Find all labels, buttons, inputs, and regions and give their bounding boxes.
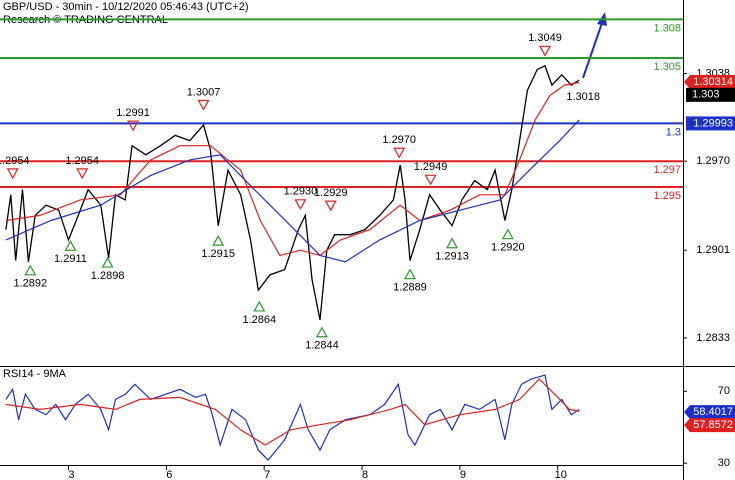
x-tick-label: 3: [68, 469, 74, 480]
series-line: [5, 64, 580, 321]
pivot-label: 1.2949: [414, 161, 448, 173]
level-label: 1.308: [653, 22, 681, 34]
y-tick-label: 1.2833: [696, 332, 730, 344]
pivot-label: 1.2864: [242, 314, 276, 326]
bid-box: [684, 75, 735, 90]
pivot-label: 1.2930: [284, 186, 318, 198]
bid-label: 1.30314: [693, 76, 733, 88]
pivot-high-marker: [324, 200, 337, 212]
pivot-label: 1.2892: [14, 278, 48, 290]
pivot-high-marker: [294, 199, 307, 211]
projection-arrow: [582, 19, 604, 79]
pivot-label: 1.2911: [54, 253, 87, 265]
x-tick-label: 8: [362, 469, 368, 480]
rsi-value-box: [684, 405, 735, 420]
ma-label: 1.3018: [566, 91, 600, 103]
x-tick-label: 6: [166, 469, 172, 480]
pivot-low-marker: [253, 300, 266, 312]
pivot-label: 1.3049: [528, 32, 562, 44]
pivot-label: 1.2915: [201, 248, 235, 260]
pivot-low-marker: [403, 268, 417, 280]
rsi-value-box: [684, 418, 735, 433]
y-tick-label: 30: [718, 457, 730, 469]
pivot-label: 1.2920: [491, 242, 525, 254]
rsi-value-label: 58.4017: [693, 406, 733, 418]
y-tick-label: 1.2901: [696, 244, 730, 256]
rsi-title: RSI14 - 9MA: [3, 368, 67, 380]
x-tick-label: 10: [555, 469, 567, 480]
pivot-label: 1.2954: [0, 155, 30, 167]
pivot-label: 1.2970: [382, 134, 416, 146]
last-label: 1.303: [692, 89, 720, 101]
series-line: [5, 374, 580, 461]
pivot-high-marker: [393, 147, 406, 159]
pivot-low-marker: [315, 326, 328, 338]
rsi-value-label: 57.8572: [693, 419, 733, 431]
pivot-label: 1.3007: [187, 86, 221, 98]
pivot-high-marker: [127, 120, 140, 132]
y-tick-label: 70: [718, 385, 730, 397]
last-box: [686, 87, 735, 102]
pivot-label: 1.2913: [435, 251, 469, 263]
pivot-high-marker: [6, 168, 19, 180]
pivot-low-marker: [446, 237, 459, 249]
pivot-label: 1.2898: [91, 270, 125, 282]
pivot-high-marker: [76, 168, 89, 180]
pivot-label: 1.2954: [65, 155, 99, 167]
pivot-low-marker: [101, 256, 114, 268]
x-tick-label: 7: [264, 469, 270, 480]
pivot-low-marker: [24, 264, 37, 276]
level-label: 1.305: [653, 61, 681, 73]
pivot-low-marker: [64, 240, 77, 251]
chart-title: GBP/USD - 30min - 10/12/2020 05:46:43 (U…: [3, 1, 248, 13]
pivot-label: 1.2991: [116, 107, 150, 119]
level-box-label: 1.29993: [693, 117, 733, 129]
pivot-high-marker: [539, 45, 552, 57]
series-line: [5, 378, 580, 446]
level-label: 1.295: [653, 190, 681, 202]
pivot-label: 1.2929: [314, 187, 348, 199]
level-label: 1.297: [653, 164, 681, 176]
level-box: [686, 116, 735, 131]
pivot-low-marker: [212, 234, 225, 246]
series-line: [5, 119, 580, 263]
pivot-label: 1.2889: [393, 282, 427, 294]
series-line: [5, 81, 580, 257]
level-label: 1.3: [666, 126, 681, 138]
pivot-high-marker: [197, 99, 210, 111]
pivot-label: 1.2844: [305, 340, 339, 352]
y-tick-label: 1.2970: [696, 155, 730, 167]
x-tick-label: 9: [460, 469, 466, 480]
pivot-high-marker: [424, 174, 437, 186]
pivot-low-marker: [501, 228, 514, 240]
